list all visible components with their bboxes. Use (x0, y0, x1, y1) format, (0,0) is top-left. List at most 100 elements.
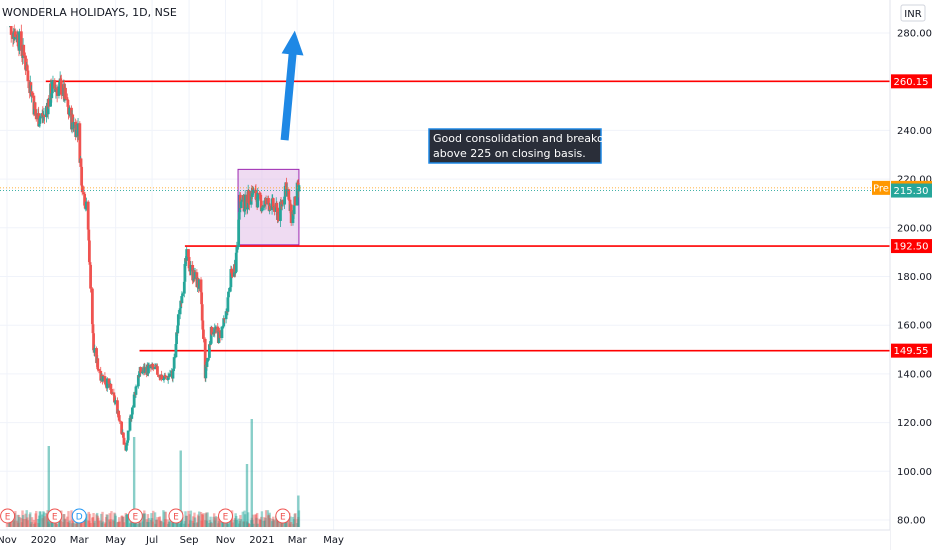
candle-body (178, 308, 182, 315)
volume-bar (270, 521, 274, 527)
level-tag (891, 239, 932, 254)
candle-body (33, 102, 37, 110)
candle-body (221, 326, 225, 328)
candle-body (191, 280, 195, 282)
breakout-arrow[interactable] (280, 30, 304, 141)
volume-bar (187, 523, 191, 527)
x-tick-label: Mar (70, 535, 90, 546)
currency-label: INR (904, 9, 921, 20)
volume-bar (118, 521, 122, 527)
volume-bar (160, 521, 163, 527)
volume-bar (204, 520, 207, 527)
dividend-marker[interactable] (71, 508, 87, 524)
support-resistance-lines[interactable] (45, 80, 890, 352)
volume-bar (120, 515, 123, 527)
level-tag (891, 343, 932, 358)
volume-bar (37, 523, 40, 527)
candle-body (184, 258, 187, 264)
candle-body (201, 320, 205, 330)
earnings-marker[interactable] (127, 508, 143, 524)
candle-body (160, 374, 164, 380)
volume-bar (62, 514, 65, 527)
candle-body (147, 365, 150, 374)
candle-body (22, 44, 26, 56)
candle-body (72, 122, 76, 129)
volume-bar (36, 518, 40, 527)
candle-body (76, 123, 80, 137)
volume-bar (239, 519, 243, 527)
candle-body (117, 410, 121, 416)
volume-bar (204, 513, 208, 527)
volume-bar (105, 514, 108, 527)
candle-body (107, 378, 111, 384)
volume-bar (125, 513, 129, 527)
volume-bar (162, 510, 165, 527)
volume-bar (247, 523, 250, 527)
volume-bar (276, 520, 280, 527)
volume-bar (89, 523, 92, 527)
candle-body (37, 123, 41, 127)
volume-bar (93, 520, 96, 527)
volume-bar (104, 522, 107, 527)
volume-bar (212, 513, 216, 527)
volume-bar (200, 520, 203, 527)
candle-body (225, 311, 229, 313)
candle-body (203, 338, 207, 379)
earnings-marker[interactable] (0, 508, 16, 524)
annotation-note[interactable]: Good consolidation and breakout above 22… (428, 128, 616, 164)
price-axis[interactable]: 280.00260.00240.00220.00200.00180.00160.… (872, 0, 932, 550)
candle-body (208, 344, 212, 346)
volume-bar (72, 520, 75, 527)
volume-bar (237, 518, 240, 527)
marker-label: D (76, 513, 83, 523)
volume-bar (230, 516, 233, 527)
candle-body (162, 378, 166, 380)
volume-bar (279, 521, 282, 527)
volume-bar (142, 513, 145, 527)
volume-bar (91, 517, 95, 527)
volume-bar (66, 522, 70, 527)
volume-bar (152, 510, 155, 527)
volume-bar (231, 522, 234, 527)
volume-bar (80, 519, 83, 527)
candle-body (154, 364, 158, 368)
y-tick-label: 220.00 (897, 175, 932, 186)
volume-bar (97, 520, 101, 527)
volume-bar (242, 521, 245, 527)
candle-body (97, 369, 101, 371)
volume-bar (57, 520, 61, 527)
candle-body (206, 357, 209, 362)
volume-bar (135, 521, 138, 527)
volume-bar (258, 518, 261, 527)
volume-bar (45, 513, 48, 527)
earnings-marker[interactable] (275, 508, 291, 524)
volume-bar (156, 517, 159, 527)
earnings-marker[interactable] (218, 508, 234, 524)
breakout-arrow-shape[interactable] (280, 30, 304, 141)
candle-body (93, 348, 97, 353)
volume-bar (183, 521, 187, 527)
volume-bar (87, 511, 90, 527)
volume-bar (125, 514, 128, 527)
volume-bar (226, 523, 230, 527)
volume-spike (179, 450, 182, 527)
currency-badge[interactable]: INR (900, 4, 926, 22)
volume-bar (292, 523, 295, 527)
candle-body (86, 201, 90, 230)
volume-bar (154, 523, 157, 527)
x-tick-label: 2020 (31, 535, 56, 546)
volume-bar (131, 522, 134, 527)
volume-bar (187, 510, 190, 527)
volume-bar (263, 520, 267, 527)
earnings-marker[interactable] (47, 508, 63, 524)
volume-bar (146, 521, 149, 527)
volume-bar (192, 522, 196, 527)
volume-bar (280, 521, 283, 527)
earnings-marker[interactable] (168, 508, 184, 524)
candle-body (237, 219, 241, 248)
volume-bar (167, 521, 170, 527)
candle-body (200, 304, 204, 321)
time-axis[interactable]: Nov 2020 Mar May Jul Sep Nov 2021 Mar May (0, 529, 890, 550)
